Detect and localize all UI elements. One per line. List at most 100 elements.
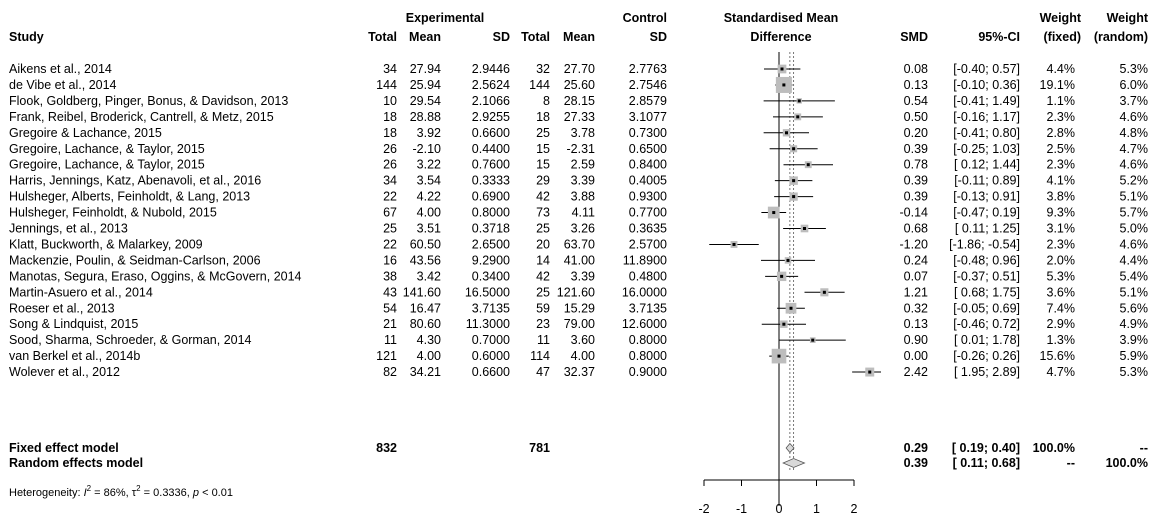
point-estimate xyxy=(796,115,800,119)
mean-c: 79.00 xyxy=(564,317,595,331)
point-estimate xyxy=(868,370,872,374)
total-e: 18 xyxy=(383,110,397,124)
weight-fixed: 2.8% xyxy=(1047,126,1076,140)
header-mean-c: Mean xyxy=(563,30,595,44)
total-e: 11 xyxy=(384,333,397,347)
smd-value: 0.50 xyxy=(904,110,928,124)
ci-value: [-0.40; 0.57] xyxy=(953,62,1020,76)
study-name: Martin-Asuero et al., 2014 xyxy=(9,285,153,299)
weight-random: 5.1% xyxy=(1120,190,1149,204)
ci-value: [ 0.11; 1.25] xyxy=(955,222,1020,236)
summary-weight-random: 100.0% xyxy=(1106,456,1148,470)
study-name: Wolever et al., 2012 xyxy=(9,365,120,379)
total-e: 38 xyxy=(383,269,397,283)
total-e: 10 xyxy=(383,94,397,108)
ci-value: [-0.26; 0.26] xyxy=(953,349,1020,363)
study-row: van Berkel et al., 2014b 121 4.00 0.6000 114… xyxy=(9,349,1148,363)
weight-random: 5.7% xyxy=(1120,206,1149,220)
total-c: 15 xyxy=(536,158,550,172)
study-name: de Vibe et al., 2014 xyxy=(9,78,117,92)
summary-ci: [ 0.19; 0.40] xyxy=(952,441,1020,455)
smd-value: 0.32 xyxy=(904,301,928,315)
sd-c: 0.9000 xyxy=(629,365,667,379)
weight-random: 6.0% xyxy=(1120,78,1149,92)
point-estimate xyxy=(792,147,796,151)
mean-c: 2.59 xyxy=(571,158,595,172)
summary-label: Random effects model xyxy=(9,456,143,470)
total-c: 11 xyxy=(537,333,550,347)
study-row: Hulsheger, Alberts, Feinholdt, & Lang, 2… xyxy=(9,190,1148,204)
study-row: Hulsheger, Feinholdt, & Nubold, 2015 67 4.… xyxy=(9,206,1148,220)
study-name: Roeser et al., 2013 xyxy=(9,301,115,315)
mean-c: 3.39 xyxy=(571,269,595,283)
smd-value: 0.39 xyxy=(904,142,928,156)
sd-c: 0.9300 xyxy=(629,190,667,204)
mean-e: 43.56 xyxy=(410,253,441,267)
total-c: 8 xyxy=(543,94,550,108)
total-c: 20 xyxy=(536,237,550,251)
sd-c: 0.8000 xyxy=(629,349,667,363)
ci-value: [-0.47; 0.19] xyxy=(953,206,1020,220)
sd-c: 2.5700 xyxy=(629,237,667,251)
point-estimate xyxy=(732,242,736,246)
header-ci: 95%-CI xyxy=(978,30,1020,44)
weight-random: 4.6% xyxy=(1120,237,1149,251)
weight-fixed: 9.3% xyxy=(1047,206,1076,220)
mean-e: 34.21 xyxy=(410,365,441,379)
smd-value: 0.07 xyxy=(904,269,928,283)
total-c: 114 xyxy=(530,349,550,363)
weight-fixed: 19.1% xyxy=(1040,78,1075,92)
study-name: Hulsheger, Feinholdt, & Nubold, 2015 xyxy=(9,206,217,220)
weight-random: 5.1% xyxy=(1120,285,1149,299)
sd-e: 2.5624 xyxy=(472,78,510,92)
summary-rows: Fixed effect model 832 781 0.29 [ 0.19; 0.40… xyxy=(9,441,1148,470)
point-estimate xyxy=(792,195,796,199)
mean-c: 3.39 xyxy=(571,174,595,188)
study-name: Flook, Goldberg, Pinger, Bonus, & Davids… xyxy=(9,94,288,108)
total-e: 82 xyxy=(383,365,397,379)
ci-value: [ 0.12; 1.44] xyxy=(954,158,1020,172)
weight-random: 5.2% xyxy=(1120,174,1149,188)
weight-random: 4.6% xyxy=(1120,110,1149,124)
ci-value: [-0.41; 1.49] xyxy=(953,94,1020,108)
mean-c: 3.78 xyxy=(571,126,595,140)
sd-e: 0.3400 xyxy=(472,269,510,283)
weight-fixed: 5.3% xyxy=(1047,269,1076,283)
sd-c: 11.8900 xyxy=(623,253,667,267)
header-smd-line2: Difference xyxy=(750,30,811,44)
weight-fixed: 1.3% xyxy=(1047,333,1076,347)
summary-total-c: 781 xyxy=(529,441,550,455)
total-c: 73 xyxy=(536,206,550,220)
total-c: 42 xyxy=(536,269,550,283)
weight-random: 4.8% xyxy=(1120,126,1149,140)
sd-c: 3.1077 xyxy=(629,110,667,124)
heterogeneity-i2-value: = 86%, xyxy=(91,487,132,499)
header-experimental: Experimental xyxy=(406,11,485,25)
mean-c: 3.88 xyxy=(571,190,595,204)
study-name: Jennings, et al., 2013 xyxy=(9,222,128,236)
sd-c: 12.6000 xyxy=(622,317,667,331)
study-row: Martin-Asuero et al., 2014 43 141.60 16.500… xyxy=(9,285,1148,299)
sd-e: 0.6600 xyxy=(472,365,510,379)
x-tick-label: -2 xyxy=(698,502,709,516)
mean-c: 32.37 xyxy=(564,365,595,379)
weight-random: 5.0% xyxy=(1120,222,1149,236)
study-name: Manotas, Segura, Eraso, Oggins, & McGove… xyxy=(9,269,302,283)
weight-fixed: 3.8% xyxy=(1047,190,1076,204)
study-row: Manotas, Segura, Eraso, Oggins, & McGove… xyxy=(9,269,1148,283)
sd-e: 0.8000 xyxy=(472,206,510,220)
summary-weight-fixed: -- xyxy=(1067,456,1075,470)
mean-c: -2.31 xyxy=(567,142,596,156)
sd-c: 0.4800 xyxy=(629,269,667,283)
total-e: 144 xyxy=(376,78,397,92)
ci-value: [-0.25; 1.03] xyxy=(953,142,1020,156)
mean-c: 15.29 xyxy=(564,301,595,315)
study-name: Mackenzie, Poulin, & Seidman-Carlson, 20… xyxy=(9,253,261,267)
mean-c: 121.60 xyxy=(557,285,595,299)
weight-fixed: 3.6% xyxy=(1047,285,1076,299)
smd-value: 0.24 xyxy=(904,253,928,267)
study-name: Song & Lindquist, 2015 xyxy=(9,317,138,331)
weight-fixed: 2.9% xyxy=(1047,317,1076,331)
total-e: 18 xyxy=(383,126,397,140)
